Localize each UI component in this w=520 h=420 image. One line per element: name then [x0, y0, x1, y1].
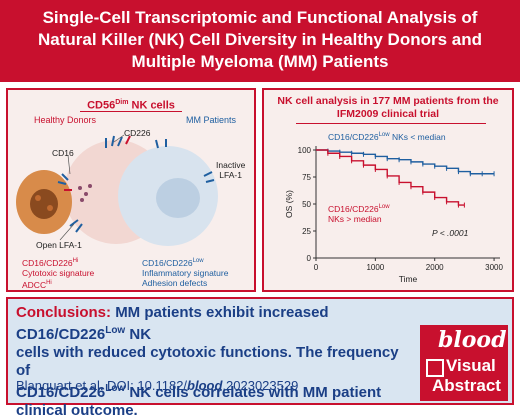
- x-tick-label: 1000: [366, 263, 384, 272]
- chart-title-line-1: NK cell analysis in 177 MM patients from…: [277, 95, 499, 107]
- inactive-text: Inactive: [216, 160, 246, 170]
- conclusion-text: Conclusions: MM patients exhibit increas…: [16, 304, 406, 420]
- chart-panel-title: NK cell analysis in 177 MM patients from…: [264, 95, 512, 121]
- badge-visual: Visual: [446, 356, 496, 375]
- inactive-lfa1-receptor: [203, 171, 215, 183]
- blue-label-base: CD16/CD226: [328, 131, 379, 142]
- citation-text: Blanquart et al. DOI: 10.1182/: [16, 378, 188, 393]
- hi-sup: Hi: [72, 258, 79, 264]
- title-line-1: Single-Cell Transcriptomic and Functiona…: [42, 8, 478, 27]
- nk-cell-illustration: [16, 134, 218, 246]
- survival-curve-1: [316, 149, 465, 206]
- x-axis-label: Time: [399, 274, 418, 284]
- chart-title-underline: [296, 123, 486, 124]
- badge-abstract: Abstract: [432, 376, 501, 395]
- cd16-label: CD16: [52, 148, 74, 158]
- conclusion-line1b: NK: [125, 326, 152, 343]
- title-line-2: Natural Killer (NK) Cell Diversity in He…: [38, 30, 482, 49]
- adcc-sup: Hi: [46, 279, 52, 286]
- survival-chart-panel: NK cell analysis in 177 MM patients from…: [262, 88, 514, 292]
- y-axis-label: OS (%): [284, 190, 294, 218]
- conclusion-box: Conclusions: MM patients exhibit increas…: [6, 297, 514, 419]
- conclusion-line3a: CD16/CD226: [16, 384, 106, 401]
- hi-label: CD16/CD226: [22, 257, 73, 268]
- title-cd56: CD56: [87, 99, 116, 112]
- red-series-label: CD16/CD226Low NKs > median: [328, 202, 390, 224]
- blue-label-suffix: NKs < median: [389, 131, 446, 142]
- y-tick-label: 0: [307, 254, 312, 263]
- blue-label-sup: Low: [378, 132, 390, 138]
- x-tick-label: 0: [314, 263, 319, 272]
- title-line-3: Multiple Myeloma (MM) Patients: [131, 52, 389, 71]
- red-label-base: CD16/CD226: [328, 203, 379, 214]
- y-tick-label: 75: [302, 173, 311, 182]
- cell-diagram-panel: CD56Dim NK cells: [6, 88, 256, 292]
- conclusion-label: Conclusions:: [16, 304, 112, 321]
- adhesion-defects: Adhesion defects: [142, 277, 208, 288]
- lfa1-text: LFA-1: [219, 170, 242, 180]
- mm-patients-label: MM Patients: [186, 115, 237, 125]
- y-tick-label: 100: [298, 146, 312, 155]
- cell-panel-title: CD56Dim NK cells: [8, 96, 254, 113]
- chart-title-line-2: IFM2009 clinical trial: [336, 108, 440, 120]
- citation-journal: blood: [187, 378, 223, 393]
- citation: Blanquart et al. DOI: 10.1182/blood.2023…: [16, 378, 298, 393]
- blood-logo: blood: [438, 327, 507, 353]
- hi-phenotype-block: CD16/CD226Hi Cytotoxic signature ADCCHi: [22, 256, 94, 290]
- survival-curve-0: [316, 149, 495, 175]
- cd226-receptor: [105, 135, 123, 148]
- inactive-lfa1-label: Inactive LFA-1: [216, 160, 245, 180]
- citation-id: .2023023529: [222, 378, 299, 393]
- y-tick-label: 25: [302, 227, 311, 236]
- cytotoxic-signature: Cytotoxic signature: [22, 267, 95, 278]
- y-tick-label: 50: [302, 200, 311, 209]
- healthy-donors-label: Healthy Donors: [34, 115, 97, 125]
- cd16-receptor: [57, 173, 69, 185]
- adcc-label: ADCC: [22, 279, 47, 290]
- open-lfa1-label: Open LFA-1: [36, 240, 82, 250]
- title-nk-cells: NK cells: [128, 99, 175, 112]
- blue-series-label: CD16/CD226Low NKs < median: [328, 130, 446, 142]
- inflammatory-signature: Inflammatory signature: [142, 267, 229, 278]
- conclusion-line2: cells with reduced cytotoxic functions. …: [16, 344, 399, 379]
- conclusion-line3b: NK cells correlates with MM patient: [125, 384, 382, 401]
- title-underline: [80, 111, 182, 112]
- conclusion-line4: clinical outcome.: [16, 402, 138, 419]
- x-tick-label: 2000: [426, 263, 444, 272]
- low-label: CD16/CD226: [142, 257, 193, 268]
- badge-box-icon: [426, 359, 444, 377]
- mm-cell-nucleus: [156, 178, 200, 218]
- p-value-annotation: P < .0001: [432, 228, 469, 238]
- x-tick-label: 3000: [485, 263, 503, 272]
- conclusion-sup1: Low: [105, 325, 126, 336]
- title-dim-sup: Dim: [115, 99, 129, 106]
- header-banner: Single-Cell Transcriptomic and Functiona…: [0, 0, 520, 82]
- red-label-sup: Low: [378, 204, 390, 210]
- red-label-line2: NKs > median: [328, 213, 382, 224]
- page-title: Single-Cell Transcriptomic and Functiona…: [14, 7, 506, 73]
- open-lfa1-receptor: [69, 219, 83, 233]
- conclusion-line1a: MM patients exhibit increased CD16/CD226: [16, 304, 329, 343]
- low-phenotype-block: CD16/CD226Low Inflammatory signature Adh…: [142, 256, 228, 288]
- conclusion-sup2: Low: [105, 383, 126, 394]
- blood-visual-abstract-badge: blood Visual Abstract: [420, 325, 508, 401]
- cd226-label: CD226: [124, 128, 151, 138]
- tumor-nucleus: [30, 189, 58, 219]
- low-sup: Low: [192, 258, 204, 264]
